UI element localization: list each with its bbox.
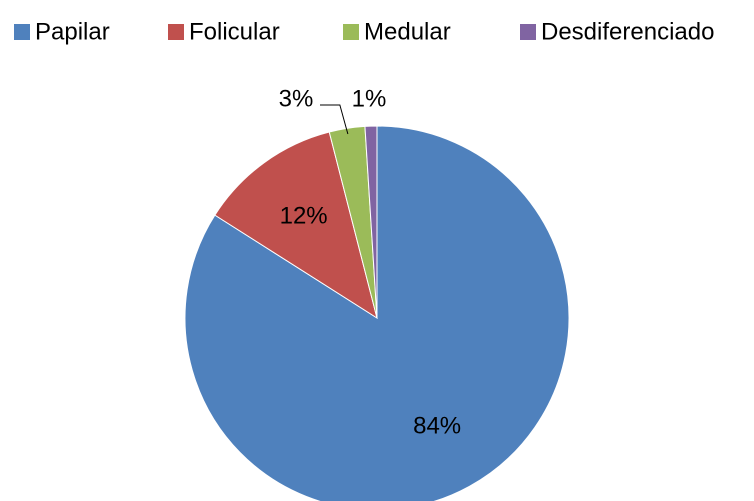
data-label: 3% bbox=[279, 85, 314, 112]
legend-label: Folicular bbox=[189, 18, 280, 45]
pie-slice bbox=[364, 125, 378, 319]
legend-label: Desdiferenciado bbox=[541, 18, 714, 45]
data-label: 1% bbox=[352, 85, 387, 112]
pie-slice bbox=[214, 131, 378, 320]
legend-label: Medular bbox=[364, 18, 451, 45]
legend-swatch bbox=[14, 24, 30, 40]
data-label: 12% bbox=[280, 202, 328, 229]
legend-swatch bbox=[520, 24, 536, 40]
legend-label: Papilar bbox=[35, 18, 110, 45]
legend-swatch bbox=[168, 24, 184, 40]
legend-swatch bbox=[343, 24, 359, 40]
data-label: 84% bbox=[413, 413, 461, 440]
leader-line bbox=[320, 104, 349, 135]
